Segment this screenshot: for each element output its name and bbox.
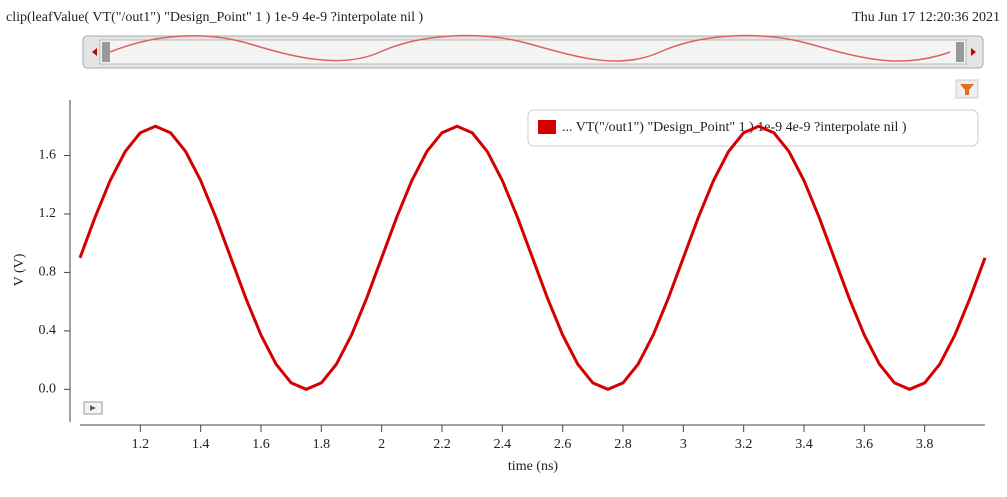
x-tick-label: 1.8 bbox=[313, 437, 331, 452]
expression: clip(leafValue( VT("/out1") "Design_Poin… bbox=[6, 10, 424, 25]
series-line bbox=[78, 124, 987, 391]
filter-icon bbox=[960, 84, 974, 95]
y-tick-label: 1.6 bbox=[39, 148, 57, 163]
x-tick-label: 1.2 bbox=[132, 437, 150, 452]
x-tick-label: 1.6 bbox=[252, 437, 270, 452]
strip-window bbox=[99, 39, 967, 65]
x-tick-label: 3.8 bbox=[916, 437, 934, 452]
legend-label: ... VT("/out1") "Design_Point" 1 ) 1e-9 … bbox=[562, 120, 907, 135]
strip-handle-left[interactable] bbox=[102, 42, 110, 62]
x-tick-label: 2.6 bbox=[554, 437, 572, 452]
x-tick-label: 3 bbox=[680, 437, 687, 452]
x-tick-label: 1.4 bbox=[192, 437, 210, 452]
y-tick-label: 1.2 bbox=[39, 206, 57, 221]
play-icon bbox=[90, 405, 96, 411]
x-tick-label: 2.4 bbox=[494, 437, 512, 452]
x-tick-label: 2 bbox=[378, 437, 385, 452]
x-tick-label: 3.2 bbox=[735, 437, 753, 452]
overview-strip[interactable] bbox=[82, 34, 984, 69]
y-tick-label: 0.4 bbox=[39, 323, 57, 338]
y-tick-label: 0.8 bbox=[39, 265, 57, 280]
scroll-right[interactable] bbox=[971, 48, 976, 56]
x-tick-label: 3.4 bbox=[795, 437, 813, 452]
x-axis-label: time (ns) bbox=[508, 459, 558, 474]
timestamp: Thu Jun 17 12:20:36 2021 bbox=[852, 10, 1000, 25]
y-tick-label: 0.0 bbox=[39, 382, 57, 397]
x-tick-label: 3.6 bbox=[856, 437, 874, 452]
strip-handle-right[interactable] bbox=[956, 42, 964, 62]
y-axis-label: V (V) bbox=[12, 253, 27, 286]
overview-wave bbox=[109, 34, 951, 62]
legend-swatch bbox=[538, 120, 556, 134]
x-tick-label: 2.2 bbox=[433, 437, 451, 452]
scroll-left[interactable] bbox=[92, 48, 97, 56]
x-tick-label: 2.8 bbox=[614, 437, 632, 452]
